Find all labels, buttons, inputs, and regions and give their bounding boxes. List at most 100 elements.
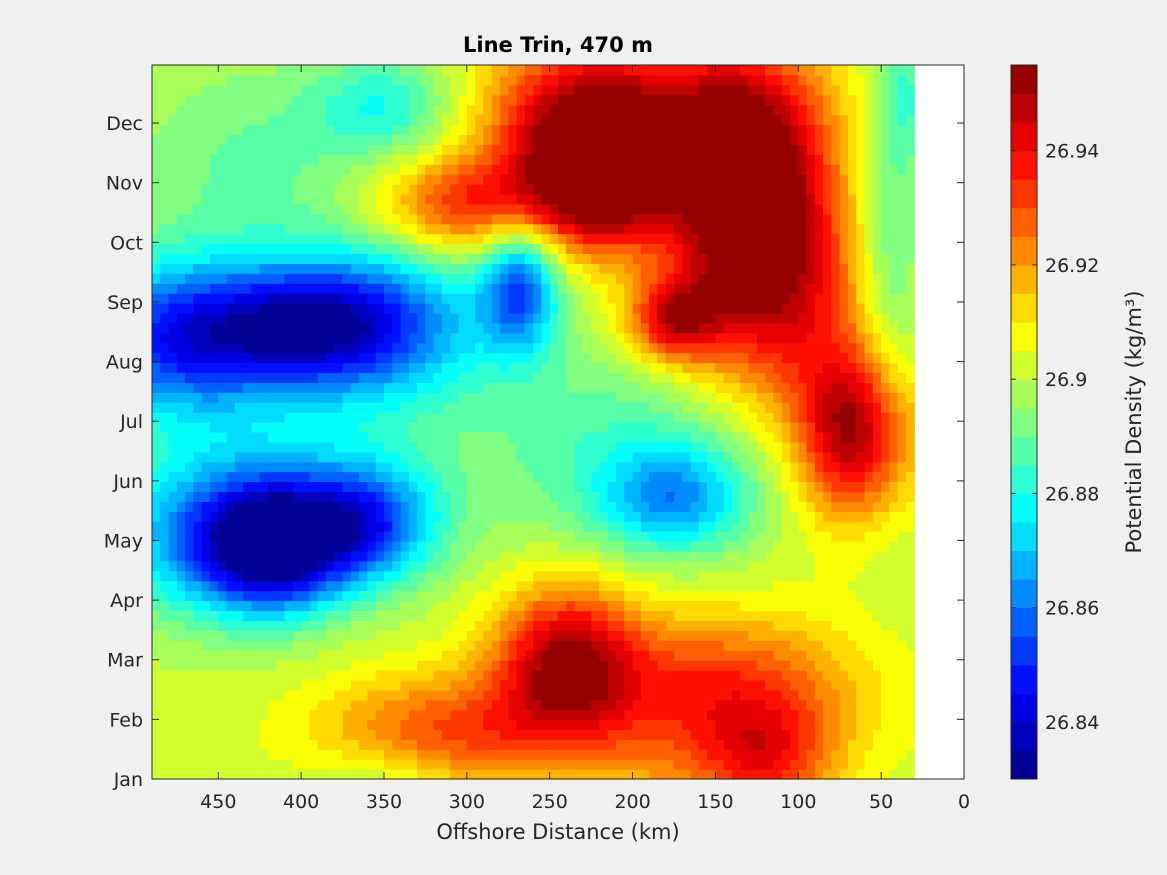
heatmap-cell	[549, 709, 559, 721]
heatmap-cell	[268, 392, 277, 403]
heatmap-cell	[201, 759, 211, 770]
heatmap-cell	[210, 293, 219, 304]
heatmap-cell	[906, 273, 915, 284]
heatmap-cell	[342, 550, 352, 562]
heatmap-cell	[748, 640, 758, 651]
heatmap-cell	[864, 431, 874, 443]
heatmap-cell	[624, 481, 634, 493]
heatmap-cell	[881, 461, 891, 473]
heatmap-cell	[856, 541, 866, 552]
heatmap-cell	[881, 729, 891, 740]
heatmap-cell	[408, 491, 418, 502]
heatmap-cell	[160, 293, 170, 304]
heatmap-cell	[210, 709, 219, 721]
heatmap-cell	[566, 669, 576, 681]
heatmap-cell	[558, 640, 567, 651]
heatmap-cell	[417, 660, 427, 671]
heatmap-cell	[317, 481, 327, 493]
heatmap-cell	[881, 322, 891, 334]
heatmap-cell	[226, 669, 236, 681]
heatmap-cell	[740, 303, 750, 314]
heatmap-cell	[798, 769, 808, 780]
heatmap-cell	[682, 382, 692, 393]
heatmap-cell	[624, 283, 634, 294]
heatmap-cell	[616, 719, 625, 731]
heatmap-cell	[723, 620, 733, 631]
heatmap-cell	[831, 511, 841, 522]
heatmap-cell	[599, 719, 609, 731]
heatmap-cell	[640, 362, 650, 374]
heatmap-cell	[574, 521, 584, 532]
heatmap-cell	[210, 620, 219, 631]
heatmap-cell	[665, 739, 675, 750]
heatmap-cell	[897, 322, 907, 334]
heatmap-cell	[707, 441, 717, 453]
heatmap-cell	[732, 650, 741, 661]
heatmap-cell	[732, 590, 741, 602]
heatmap-cell	[326, 431, 335, 443]
heatmap-cell	[350, 471, 360, 483]
heatmap-cell	[417, 253, 427, 264]
heatmap-cell	[491, 769, 501, 780]
heatmap-cell	[690, 332, 700, 344]
heatmap-cell	[558, 283, 567, 294]
heatmap-cell	[483, 679, 493, 691]
heatmap-cell	[442, 570, 451, 582]
heatmap-cell	[152, 689, 161, 701]
heatmap-cell	[226, 312, 236, 324]
heatmap-cell	[574, 243, 584, 255]
heatmap-cell	[210, 541, 219, 552]
heatmap-cell	[831, 610, 841, 621]
heatmap-cell	[392, 412, 402, 423]
heatmap-cell	[723, 570, 733, 582]
heatmap-cell	[781, 283, 791, 294]
heatmap-cell	[872, 263, 882, 274]
heatmap-cell	[500, 521, 509, 532]
heatmap-cell	[814, 709, 824, 721]
heatmap-cell	[417, 243, 427, 255]
heatmap-cell	[483, 541, 493, 552]
heatmap-cell	[326, 451, 335, 463]
heatmap-cell	[201, 491, 211, 502]
heatmap-cell	[864, 362, 874, 374]
heatmap-cell	[765, 531, 775, 542]
heatmap-cell	[334, 560, 344, 572]
heatmap-cell	[326, 312, 335, 324]
heatmap-cell	[268, 679, 277, 691]
heatmap-cell	[342, 342, 352, 354]
heatmap-cell	[226, 541, 236, 552]
heatmap-cell	[359, 392, 369, 403]
heatmap-cell	[268, 441, 277, 453]
heatmap-cell	[210, 273, 219, 284]
heatmap-cell	[483, 580, 493, 592]
heatmap-cell	[309, 511, 319, 522]
heatmap-cell	[649, 541, 659, 552]
heatmap-cell	[425, 303, 435, 314]
heatmap-cell	[160, 610, 170, 621]
heatmap-cell	[185, 570, 195, 582]
heatmap-cell	[765, 283, 775, 294]
heatmap-cell	[616, 630, 625, 641]
heatmap-cell	[185, 451, 195, 463]
heatmap-cell	[168, 590, 178, 602]
heatmap-cell	[790, 660, 799, 671]
heatmap-cell	[533, 630, 543, 641]
heatmap-cell	[251, 461, 261, 473]
heatmap-cell	[160, 600, 170, 612]
heatmap-cell	[682, 541, 692, 552]
heatmap-cell	[226, 610, 236, 621]
heatmap-cell	[549, 382, 559, 393]
heatmap-cell	[831, 640, 841, 651]
heatmap-cell	[152, 243, 161, 255]
heatmap-cell	[251, 650, 261, 661]
heatmap-cell	[524, 679, 534, 691]
heatmap-cell	[723, 342, 733, 354]
heatmap-cell	[798, 560, 808, 572]
heatmap-cell	[856, 590, 866, 602]
heatmap-cell	[790, 431, 799, 443]
heatmap-cell	[773, 501, 783, 512]
heatmap-cell	[715, 640, 725, 651]
heatmap-cell	[417, 431, 427, 443]
heatmap-cell	[234, 372, 244, 383]
heatmap-cell	[707, 392, 717, 403]
